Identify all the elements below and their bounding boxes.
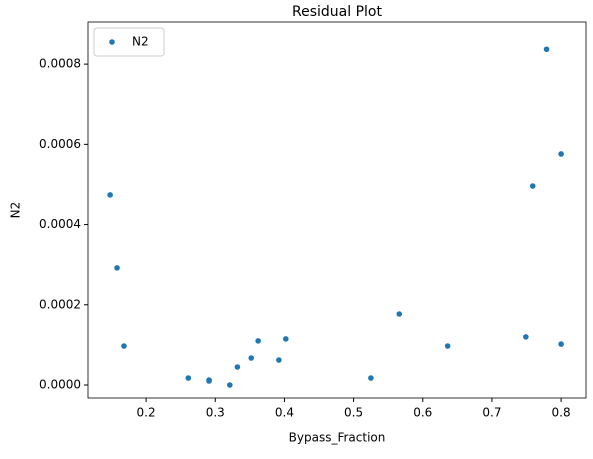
point <box>248 355 255 361</box>
legend-label: N2 <box>132 35 149 49</box>
point <box>276 357 282 363</box>
point <box>558 151 564 157</box>
point <box>543 46 550 53</box>
legend-box <box>93 27 165 57</box>
y-tick-label: 0.0002 <box>39 297 81 311</box>
x-axis-label: Bypass_Fraction <box>289 431 386 445</box>
point <box>234 364 241 370</box>
x-tick-label: 0.8 <box>552 406 571 420</box>
point <box>283 336 289 342</box>
plot-frame <box>87 21 587 399</box>
point <box>444 343 451 349</box>
legend-marker <box>109 39 115 45</box>
x-tick-label: 0.7 <box>482 406 501 420</box>
point <box>185 375 192 381</box>
point <box>226 382 233 388</box>
point <box>558 341 564 347</box>
point <box>206 378 212 384</box>
x-tick-label: 0.3 <box>206 406 225 420</box>
point <box>121 343 127 349</box>
y-tick-label: 0.0006 <box>39 137 81 151</box>
point <box>107 192 113 198</box>
x-tick-label: 0.2 <box>137 406 156 420</box>
y-tick-label: 0.0008 <box>39 57 81 71</box>
x-tick-label: 0.4 <box>275 406 294 420</box>
x-tick-label: 0.5 <box>344 406 363 420</box>
point <box>523 334 529 340</box>
point <box>529 183 536 189</box>
y-tick-label: 0.0004 <box>39 217 81 231</box>
point <box>255 338 261 344</box>
y-tick-label: 0.0000 <box>39 378 81 392</box>
chart-title: Residual Plot <box>292 4 382 20</box>
y-axis-label: N2 <box>9 202 23 219</box>
point <box>368 375 374 381</box>
point <box>396 311 403 317</box>
point <box>114 265 120 271</box>
x-tick-label: 0.6 <box>413 406 432 420</box>
